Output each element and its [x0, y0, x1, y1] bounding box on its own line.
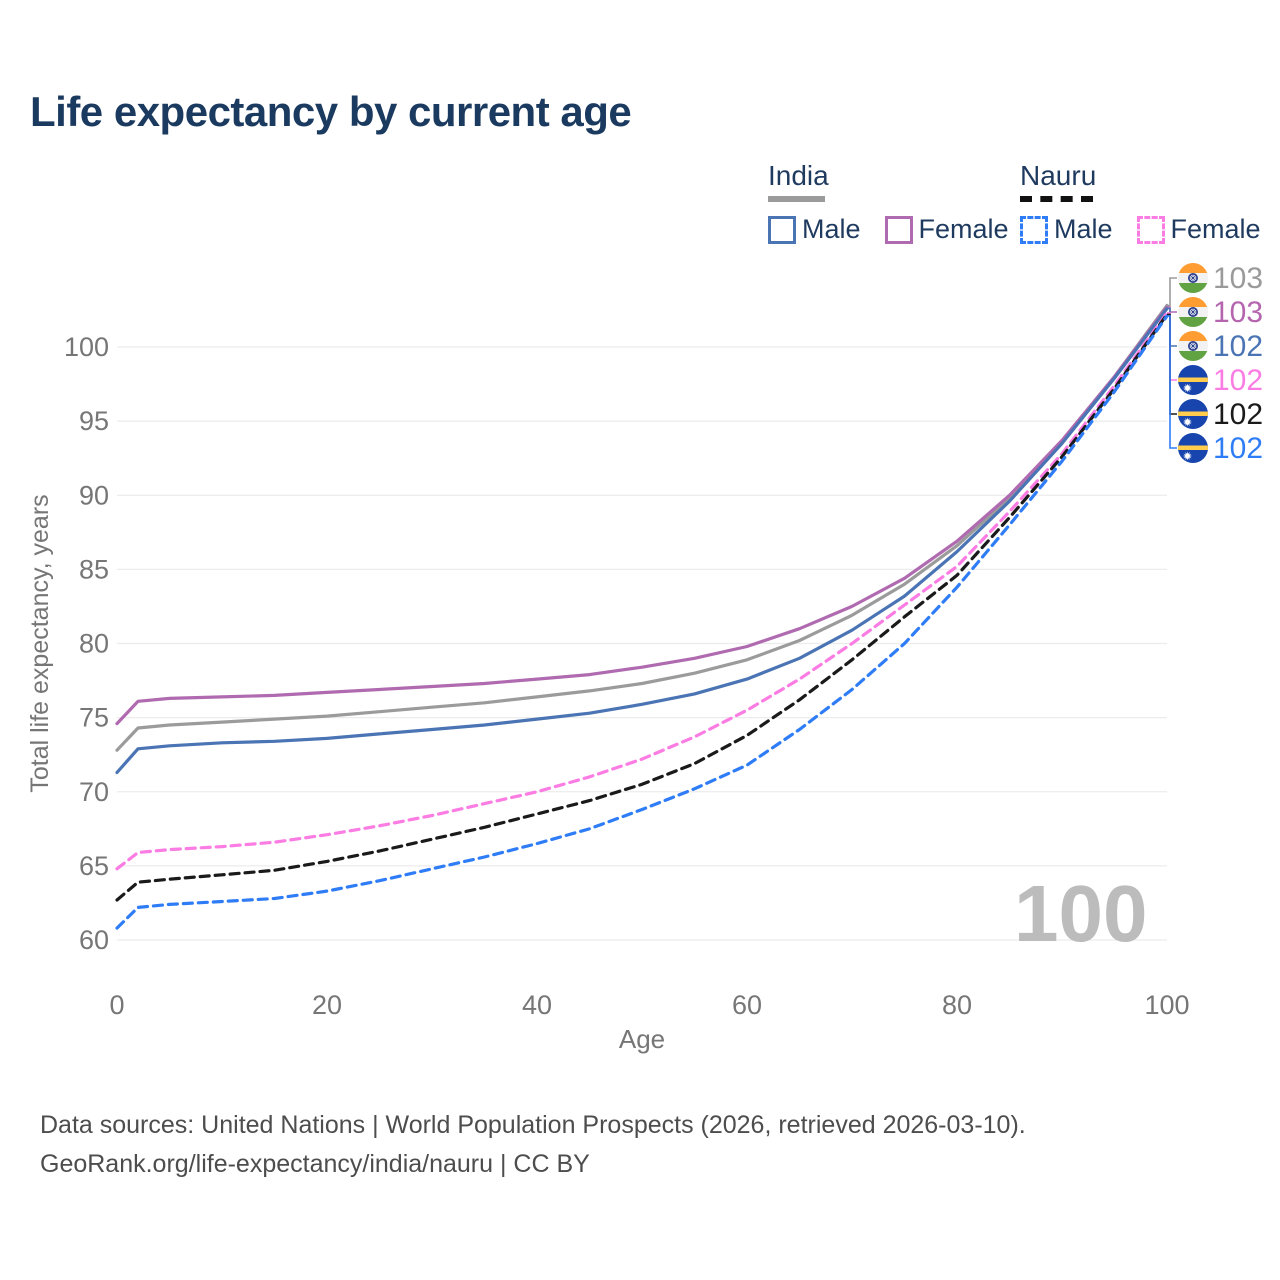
- y-tick-label-70: 70: [79, 777, 109, 807]
- series-line-nauru-male: [115, 314, 1169, 930]
- end-value-label-india-both: 103: [1213, 262, 1263, 295]
- y-axis-title: Total life expectancy, years: [26, 494, 54, 792]
- chart-title: Life expectancy by current age: [30, 88, 632, 135]
- nauru-line-style-sample: [1020, 196, 1093, 202]
- legend-group-nauru: Nauru Male Female: [1020, 160, 1261, 245]
- legend-india-header: India: [768, 160, 829, 191]
- legend-nauru-male-label: Male: [1054, 214, 1113, 244]
- footer: Data sources: United Nations | World Pop…: [40, 1106, 1026, 1184]
- current-age-watermark: 100: [1014, 869, 1148, 958]
- y-tick-label-75: 75: [79, 703, 109, 733]
- end-value-label-nauru-female: 102: [1213, 364, 1263, 397]
- series-line-india-both: [115, 303, 1169, 752]
- legend-item-nauru-female[interactable]: Female: [1136, 214, 1261, 245]
- end-leader-india-both: [1167, 277, 1177, 307]
- india-flag-icon: [1178, 263, 1208, 293]
- end-leader-nauru-both: [1167, 313, 1177, 415]
- series-line-nauru-female: [115, 311, 1169, 871]
- legend-nauru-header: Nauru: [1020, 160, 1097, 191]
- x-tick-label-0: 0: [109, 990, 124, 1020]
- end-value-label-nauru-male: 102: [1213, 432, 1263, 465]
- end-value-label-india-female: 103: [1213, 296, 1263, 329]
- nauru-flag-icon: [1178, 433, 1208, 463]
- india-flag-icon: [1178, 297, 1208, 327]
- end-leader-nauru-male: [1167, 315, 1177, 449]
- x-axis-title: Age: [619, 1024, 665, 1054]
- legend-item-india-female[interactable]: Female: [884, 214, 1009, 245]
- y-tick-label-100: 100: [64, 332, 109, 362]
- nauru-flag-icon: [1178, 399, 1208, 429]
- legend-group-india: India Male Female: [768, 160, 1009, 245]
- y-tick-label-60: 60: [79, 925, 109, 955]
- data-sources-line: Data sources: United Nations | World Pop…: [40, 1111, 1026, 1139]
- y-tick-label-85: 85: [79, 554, 109, 584]
- attribution-line: GeoRank.org/life-expectancy/india/nauru …: [40, 1150, 590, 1178]
- nauru-female-swatch-icon: [1136, 215, 1165, 244]
- series-line-nauru-both: [115, 312, 1169, 902]
- legend-india-female-label: Female: [918, 214, 1009, 244]
- x-tick-label-20: 20: [312, 990, 342, 1020]
- end-value-label-nauru-both: 102: [1213, 398, 1263, 431]
- india-line-style-sample: [768, 196, 825, 202]
- series-line-india-female: [115, 305, 1169, 726]
- end-value-label-india-male: 102: [1213, 330, 1263, 363]
- y-tick-label-65: 65: [79, 851, 109, 881]
- x-tick-label-40: 40: [522, 990, 552, 1020]
- x-tick-label-80: 80: [942, 990, 972, 1020]
- legend-india-male-label: Male: [802, 214, 861, 244]
- y-tick-label-90: 90: [79, 480, 109, 510]
- india-flag-icon: [1178, 331, 1208, 361]
- nauru-male-swatch-icon: [1020, 215, 1048, 244]
- y-tick-label-80: 80: [79, 629, 109, 659]
- india-female-swatch-icon: [884, 215, 913, 244]
- x-tick-label-60: 60: [732, 990, 762, 1020]
- x-tick-label-100: 100: [1144, 990, 1189, 1020]
- legend-item-india-male[interactable]: Male: [768, 214, 861, 245]
- legend-item-nauru-male[interactable]: Male: [1020, 214, 1113, 245]
- legend-nauru-female-label: Female: [1170, 214, 1261, 244]
- nauru-flag-icon: [1178, 365, 1208, 395]
- y-tick-label-95: 95: [79, 406, 109, 436]
- series-line-india-male: [115, 306, 1169, 775]
- india-male-swatch-icon: [768, 215, 796, 244]
